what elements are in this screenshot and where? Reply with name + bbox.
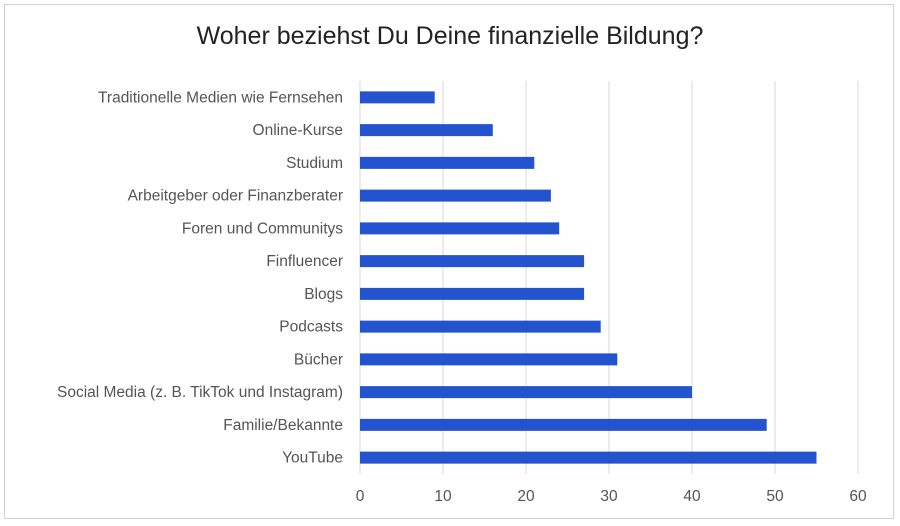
chart-title: Woher beziehst Du Deine finanzielle Bild… [196,22,704,50]
category-label: Podcasts [279,319,343,336]
x-tick-label: 40 [683,488,701,505]
category-label: Bücher [294,351,343,368]
bar [360,222,560,235]
x-tick-label: 20 [517,488,535,505]
bar [360,255,585,268]
category-label: Traditionelle Medien wie Fernsehen [98,89,343,106]
category-label: YouTube [282,450,343,467]
x-tick-label: 10 [434,488,452,505]
bar [360,189,551,202]
category-label: Familie/Bekannte [223,417,343,434]
category-label: Blogs [304,286,343,303]
bar [360,320,601,333]
category-label: Social Media (z. B. TikTok und Instagram… [57,384,343,401]
bar [360,287,585,300]
x-tick-label: 0 [356,488,365,505]
bar [360,386,692,399]
bar [360,353,618,366]
x-tick-label: 50 [766,488,784,505]
category-label: Foren und Communitys [182,220,343,237]
chart-frame [4,4,894,519]
x-tick-label: 30 [600,488,618,505]
bar [360,451,817,464]
category-label: Finfluencer [266,253,343,270]
category-label: Arbeitgeber oder Finanzberater [128,188,343,205]
category-label: Studium [286,155,343,172]
bar [360,156,535,169]
bar [360,91,435,104]
x-tick-label: 60 [849,488,867,505]
category-label: Online-Kurse [253,122,343,139]
bar [360,124,493,137]
bar [360,418,767,431]
